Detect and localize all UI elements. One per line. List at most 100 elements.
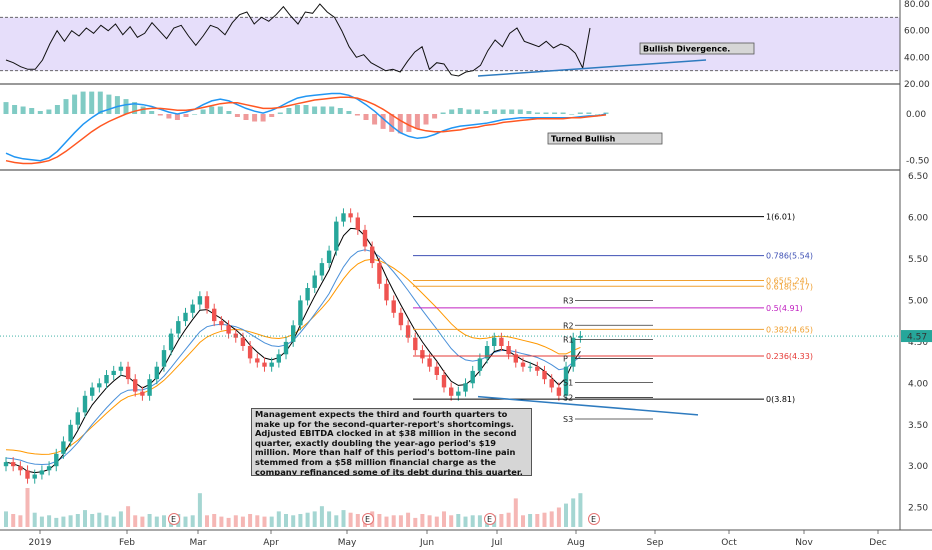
macd-histogram-bar [509,109,515,114]
volume-bar [463,516,468,527]
macd-histogram-bar [414,114,420,129]
macd-histogram-bar [346,111,352,114]
candle-body [384,283,389,301]
macd-histogram-bar [106,94,112,114]
bullish-divergence-label: Bullish Divergence. [643,45,730,54]
volume-bar [341,510,346,527]
volume-bar [90,514,95,527]
volume-bar [413,517,418,527]
volume-bar [140,516,145,527]
candle-body [240,337,246,346]
candle-body [312,275,317,288]
rsi-tick-label: 60.00 [904,27,930,37]
date-tick-label: Nov [795,538,813,548]
macd-histogram-bar [46,109,52,114]
macd-histogram-bar [440,112,446,114]
turned-bullish-box [547,132,663,145]
price-tick-label: 3.00 [908,462,928,472]
volume-bar [219,516,224,527]
volume-bar [233,515,238,527]
candle-body [499,337,504,346]
date-tick-label: Dec [869,538,886,548]
date-tick-label: Jul [491,538,503,548]
rsi-line [5,3,591,77]
candle-body [362,229,368,247]
volume-bar [226,517,231,527]
macd-histogram-bar [166,114,172,119]
macd-histogram-bar [406,114,412,132]
macd-histogram-bar [312,106,318,114]
candle-body [542,370,547,380]
volume-bar [470,515,475,527]
price-axis-bg [900,0,932,550]
macd-histogram-bar [277,112,283,114]
macd-histogram-bar [114,96,120,114]
earnings-marker-icon[interactable] [588,513,600,525]
price-panel: 1(6.01) 0.786(5.54) 0.65(5.24)0.618(5.17) 0… [0,208,900,527]
volume-bar [327,511,332,527]
macd-histogram-bar [577,112,583,114]
volume-bar [348,512,353,527]
candle-body [291,325,296,342]
volume-bar [521,515,525,527]
macd-histogram-bar [20,106,26,114]
candle-body [25,470,30,479]
volume-bar [434,516,439,527]
volume-bar [111,516,116,527]
candle-body [18,466,23,471]
macd-histogram-bar [217,106,223,114]
macd-histogram-bar [423,114,429,125]
macd-histogram-bar [320,106,326,114]
volume-bar [61,516,66,527]
rsi-tick-label: 40.00 [904,53,930,63]
earnings-marker-icon[interactable] [168,513,180,525]
price-axis: 80.00 60.00 40.00 20.00 0.00 -0.50 6.50 6.00 5.5… [899,0,932,550]
price-tick-label: 6.50 [908,172,928,182]
candle-body [269,362,274,367]
candle-body [226,325,231,334]
volume-bar [39,516,44,527]
volume-bar [18,515,23,527]
volume-bar [291,515,296,527]
volume-bar [384,516,389,527]
candle-body [82,395,88,413]
macd-histogram-bar [252,114,258,122]
candle-body [104,375,109,384]
candle-body [492,337,497,346]
macd-histogram-bar [209,106,215,114]
macd-histogram-bar [466,109,472,114]
candle-body [255,358,260,363]
volume-bar [456,514,461,527]
earnings-marker-icon[interactable] [362,513,374,525]
candle-body [118,366,124,371]
macd-histogram-bar [603,112,609,114]
earnings-marker-label: E [487,515,492,524]
macd-histogram-bar [226,111,232,114]
date-tick-label: May [338,538,357,548]
earnings-marker-icon[interactable] [484,513,496,525]
macd-histogram-bar [492,109,498,114]
rsi-tick-label: 80.00 [904,0,930,10]
macd-panel: Turned Bullish [0,91,900,171]
candle-body [513,354,518,363]
macd-histogram-bar [157,114,163,116]
rsi-tick-label: 20.00 [904,80,930,90]
macd-histogram-bar [269,114,275,117]
candle-body [212,308,217,322]
candle-body [262,362,267,367]
candle-body [477,358,483,371]
macd-histogram-bar [234,114,240,117]
volume-bar [205,515,209,527]
candle-body [11,462,16,467]
volume-bar [183,516,188,527]
volume-bar [32,512,37,527]
macd-histogram-bar [337,108,343,114]
candle-body [527,366,533,368]
volume-bar [133,515,138,527]
candle-body [183,312,188,322]
candle-body [355,217,360,230]
volume-bar [4,511,8,527]
candle-body [377,263,382,284]
macd-histogram-bar [526,111,532,114]
